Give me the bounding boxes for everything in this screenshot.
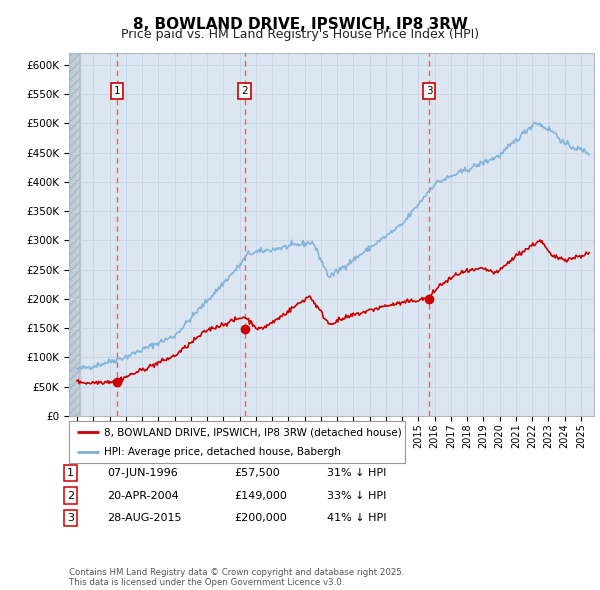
Text: 1: 1 <box>67 468 74 478</box>
Text: 33% ↓ HPI: 33% ↓ HPI <box>327 491 386 500</box>
Text: Price paid vs. HM Land Registry's House Price Index (HPI): Price paid vs. HM Land Registry's House … <box>121 28 479 41</box>
Text: £149,000: £149,000 <box>234 491 287 500</box>
Text: 3: 3 <box>426 86 433 96</box>
Text: 3: 3 <box>67 513 74 523</box>
Text: Contains HM Land Registry data © Crown copyright and database right 2025.
This d: Contains HM Land Registry data © Crown c… <box>69 568 404 587</box>
Text: HPI: Average price, detached house, Babergh: HPI: Average price, detached house, Babe… <box>104 447 341 457</box>
Text: 20-APR-2004: 20-APR-2004 <box>107 491 179 500</box>
Text: 41% ↓ HPI: 41% ↓ HPI <box>327 513 386 523</box>
Text: 2: 2 <box>241 86 248 96</box>
Text: 8, BOWLAND DRIVE, IPSWICH, IP8 3RW (detached house): 8, BOWLAND DRIVE, IPSWICH, IP8 3RW (deta… <box>104 427 402 437</box>
Text: 1: 1 <box>113 86 120 96</box>
Text: 31% ↓ HPI: 31% ↓ HPI <box>327 468 386 478</box>
Text: 2: 2 <box>67 491 74 500</box>
Bar <box>69 53 80 416</box>
Text: £57,500: £57,500 <box>234 468 280 478</box>
Text: 28-AUG-2015: 28-AUG-2015 <box>107 513 181 523</box>
Bar <box>69 53 80 416</box>
Text: £200,000: £200,000 <box>234 513 287 523</box>
Text: 8, BOWLAND DRIVE, IPSWICH, IP8 3RW: 8, BOWLAND DRIVE, IPSWICH, IP8 3RW <box>133 17 467 31</box>
Text: 07-JUN-1996: 07-JUN-1996 <box>107 468 178 478</box>
